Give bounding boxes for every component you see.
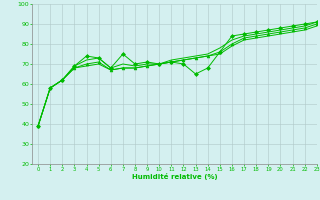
- X-axis label: Humidité relative (%): Humidité relative (%): [132, 173, 217, 180]
